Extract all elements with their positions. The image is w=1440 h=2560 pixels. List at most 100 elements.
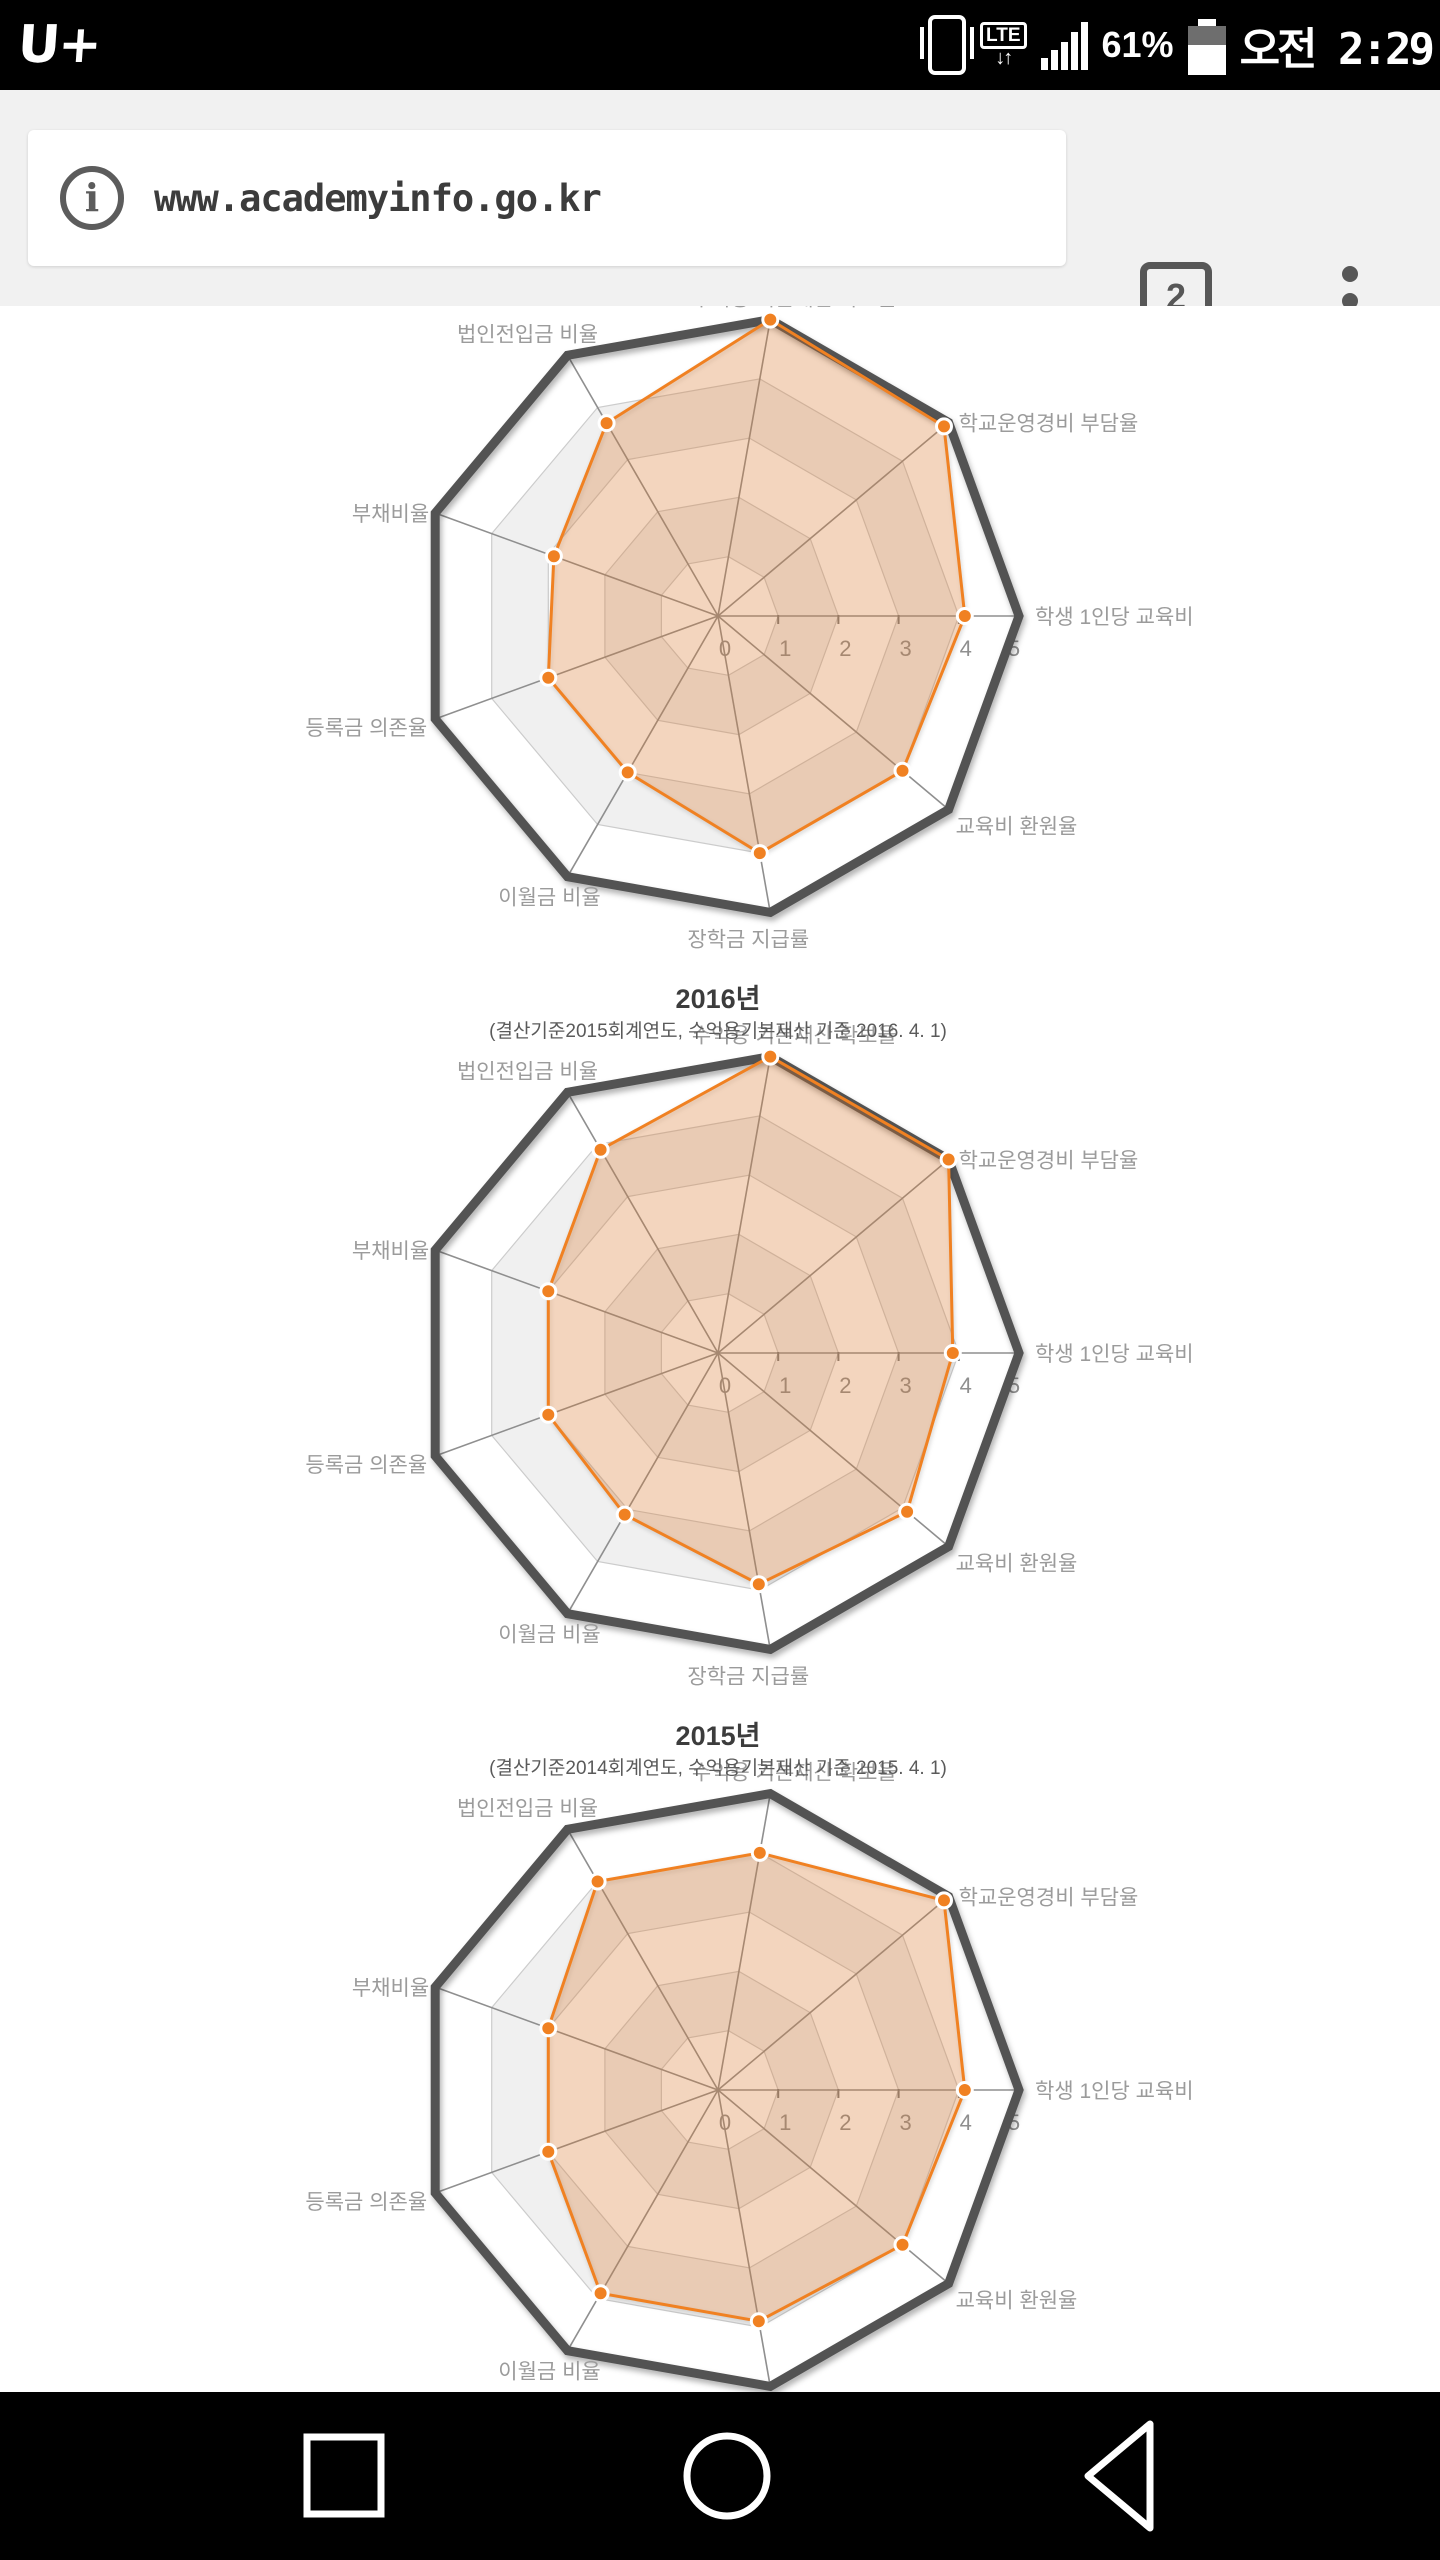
axis-label: 부채비율 [352,1240,429,1263]
carrier-logo-lg-uplus: U+ [15,15,102,75]
tick-label: 3 [899,636,911,661]
radar-data-point [943,1344,962,1362]
chart-subtitle: (결산기준2015회계연도, 수익용기본재산 기준 2016. 4. 1) [489,1020,947,1042]
address-bar[interactable]: i www.academyinfo.go.kr [28,130,1066,266]
axis-label: 학교운영경비 부담율 [959,413,1139,436]
tick-label: 2 [839,1373,851,1398]
radar-data-point [761,310,780,329]
axis-label: 학생 1인당 교육비 [1035,606,1194,629]
axis-label: 장학금 지급률 [687,1665,809,1688]
data-arrows-icon: ↓↑ [995,47,1013,69]
axis-label: 법인전입금 비율 [457,323,598,346]
radar-data-point [955,2081,974,2099]
radar-outer-border [430,1788,1024,2392]
radar-data-series [546,1851,967,2323]
axis-label: 등록금 의존율 [305,2191,427,2214]
axis-label: 등록금 의존율 [305,1454,427,1477]
axis-label: 이월금 비율 [498,1624,600,1647]
radar-data-point [939,1150,958,1169]
browser-toolbar: i www.academyinfo.go.kr 2 [0,90,1440,336]
radar-data-series [546,1054,955,1586]
axis-label: 수익용 기본재산 확보율 [692,306,897,311]
radar-data-series [546,317,967,855]
axis-label: 교육비 환원율 [956,1553,1078,1576]
axis-label: 부채비율 [352,1977,429,2000]
radar-data-point [591,1140,610,1159]
axis-label: 등록금 의존율 [305,717,427,740]
radar-data-point [539,2142,558,2161]
back-button-icon[interactable] [1084,2420,1154,2532]
radar-data-point [955,607,974,625]
axis-label: 학교운영경비 부담율 [959,1887,1139,1910]
radar-data-point [615,1505,634,1524]
radar-data-point [588,1872,607,1891]
battery-percent: 61% [1101,24,1174,65]
tick-label: 4 [960,1373,972,1398]
tick-label: 4 [960,2110,972,2135]
radar-data-point [544,547,563,566]
radar-data-point [618,763,637,782]
radar-outer-border [430,314,1024,918]
android-nav-bar [0,2392,1440,2560]
chart-subtitle: (결산기준2014회계연도, 수익용기본재산 기준 2015. 4. 1) [489,1757,947,1779]
axis-label: 장학금 지급률 [687,928,809,951]
radar-data-point [591,2284,610,2303]
radar-data-point [898,1502,917,1521]
axis-label: 법인전입금 비율 [457,1060,598,1083]
recents-button-icon[interactable] [303,2433,385,2518]
axis-label: 교육비 환원율 [956,816,1078,839]
lte-icon: LTE ↓↑ [980,22,1027,69]
axis-label: 이월금 비율 [498,2361,600,2384]
chart-year-title: 2016년 [676,984,761,1014]
tick-label: 0 [719,2110,731,2135]
radar-data-point [539,1282,558,1301]
status-clock: 오전 2:29 [1239,24,1435,75]
radar-data-point [750,1843,769,1862]
tick-label: 2 [839,2110,851,2135]
radar-data-point [539,1405,558,1424]
axis-label: 교육비 환원율 [956,2290,1078,2313]
battery-icon [1187,19,1226,75]
axis-label: 수익용 기본재산 확보율 [692,1762,897,1785]
tick-label: 0 [719,1373,731,1398]
signal-strength-icon [1040,20,1088,70]
axis-label: 이월금 비율 [498,887,600,910]
radar-data-point [597,414,616,433]
radar-data-point [750,844,769,863]
radar-data-point [539,668,558,687]
tick-label: 1 [779,1373,791,1398]
tick-label: 4 [960,636,972,661]
page-info-icon[interactable]: i [60,166,124,230]
axis-label: 수익용 기본재산 확보율 [692,1025,897,1048]
tick-label: 1 [779,2110,791,2135]
radar-data-point [539,2019,558,2038]
url-text[interactable]: www.academyinfo.go.kr [154,176,602,220]
radar-data-point [761,1047,780,1066]
radar-data-point [935,1891,953,1910]
chart-year-title: 2015년 [676,1721,761,1751]
radar-data-point [749,2312,768,2331]
tick-label: 3 [899,2110,911,2135]
home-button-icon[interactable] [683,2432,771,2520]
radar-data-point [749,1575,768,1594]
axis-label: 학생 1인당 교육비 [1035,2080,1194,2103]
tick-label: 0 [719,636,731,661]
radar-data-point [935,417,953,436]
vibrate-icon [920,15,975,75]
status-bar: U+ LTE ↓↑ 61% 오전 2:29 [0,0,1440,90]
radar-data-point [893,2235,912,2254]
axis-label: 학생 1인당 교육비 [1035,1343,1194,1366]
tick-label: 2 [839,636,851,661]
tick-label: 3 [899,1373,911,1398]
axis-label: 법인전입금 비율 [457,1797,598,1820]
status-icons: LTE ↓↑ 61% 오전 2:29 [920,13,1435,77]
tick-label: 1 [779,636,791,661]
axis-label: 부채비율 [352,503,429,526]
axis-label: 학교운영경비 부담율 [959,1150,1139,1173]
radar-outer-border [430,1051,1024,1655]
